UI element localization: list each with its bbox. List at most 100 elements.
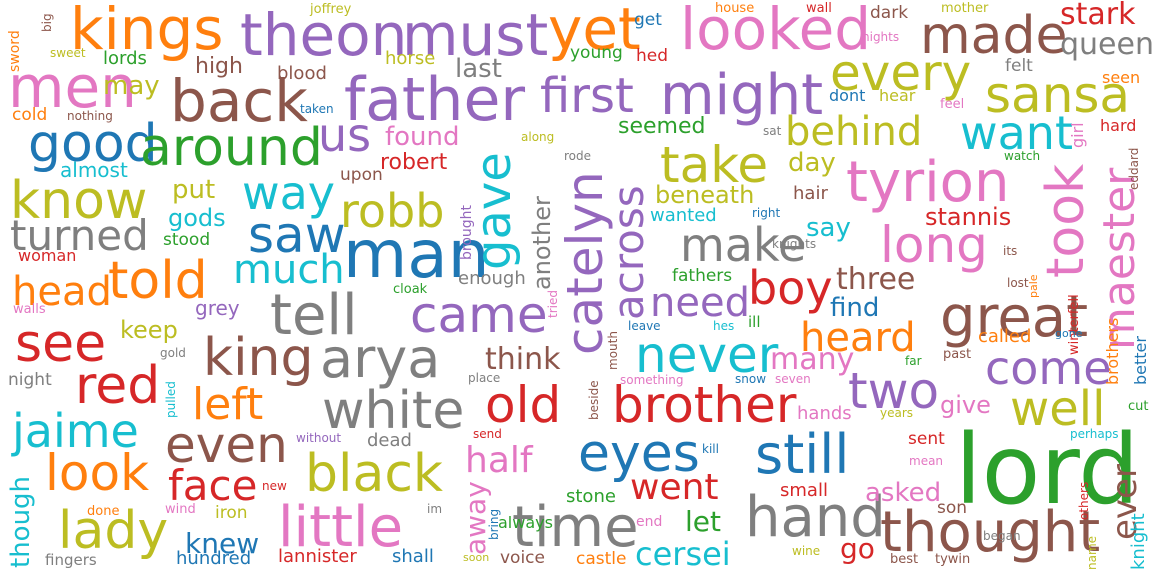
word: behind [785, 109, 923, 155]
word: upon [340, 165, 383, 185]
word: night [8, 370, 52, 390]
word: leave [628, 319, 661, 333]
word: day [788, 148, 836, 178]
word: wind [165, 502, 196, 517]
word: dead [367, 430, 412, 451]
word: hair [793, 183, 828, 204]
word: way [242, 166, 336, 220]
word: another [528, 196, 556, 290]
word: must [402, 1, 549, 69]
word: stood [163, 230, 211, 250]
word: castle [576, 549, 627, 569]
word: took [1036, 163, 1096, 278]
word: dark [870, 3, 909, 23]
word: gods [168, 204, 226, 232]
word: lord [955, 414, 1140, 526]
word: others [1077, 481, 1091, 520]
word: sat [763, 124, 782, 138]
word: tried [546, 290, 560, 318]
word: came [410, 286, 548, 344]
word: hed [636, 46, 669, 66]
word: girl [1068, 122, 1087, 148]
word: much [233, 247, 345, 293]
word: face [168, 461, 258, 510]
word: place [468, 371, 501, 385]
word: jaime [12, 404, 139, 458]
word: brothers [1103, 317, 1122, 385]
word: voice [500, 548, 545, 568]
word: find [830, 293, 880, 323]
word: blood [277, 63, 327, 84]
word: long [880, 216, 988, 274]
word: theon [240, 1, 408, 69]
word: head [12, 269, 112, 315]
word: lady [58, 501, 169, 561]
word: kings [70, 0, 224, 63]
word: hear [879, 86, 916, 105]
word: never [635, 326, 779, 384]
word: still [755, 423, 850, 486]
word: even [165, 416, 288, 474]
word: lost [1007, 276, 1029, 290]
word: tyrion [846, 150, 1010, 215]
word: many [770, 342, 855, 377]
word: made [920, 6, 1068, 66]
word: come [985, 341, 1112, 395]
word: us [318, 108, 372, 162]
word: soon [463, 551, 490, 564]
word: shall [392, 546, 434, 567]
word: feel [940, 97, 965, 112]
word: fathers [672, 266, 733, 286]
word: gold [160, 346, 186, 360]
word: saw [248, 206, 346, 264]
word: queen [1060, 27, 1154, 62]
word: every [830, 44, 972, 102]
word: see [15, 314, 107, 374]
word: bring [487, 508, 501, 540]
word: hundred [176, 548, 252, 569]
word: always [498, 513, 553, 532]
word: along [521, 130, 555, 144]
word: house [715, 1, 755, 16]
word: nothing [67, 109, 113, 123]
word: around [140, 118, 323, 178]
word: go [840, 532, 875, 565]
word: iron [215, 503, 248, 523]
word: across [604, 185, 653, 320]
word: half [465, 440, 533, 481]
word: kill [702, 442, 719, 456]
word: let [685, 505, 721, 538]
word: heard [800, 315, 916, 361]
word: end [636, 514, 663, 530]
word: fingers [45, 551, 97, 569]
word: dont [829, 86, 866, 105]
word: winterfell [1067, 294, 1082, 355]
word: almost [60, 158, 128, 182]
word: snow [735, 372, 767, 386]
word: cut [1128, 399, 1149, 414]
word: sent [908, 429, 945, 449]
word: watch [1004, 149, 1041, 163]
word: get [634, 10, 662, 30]
word: high [195, 54, 243, 79]
word: king [203, 328, 314, 388]
word: think [485, 342, 561, 377]
word: little [278, 495, 404, 560]
word: though [6, 475, 36, 568]
word: sweet [50, 46, 86, 60]
word: catelyn [556, 171, 614, 355]
word: small [780, 480, 828, 501]
word: last [455, 54, 502, 84]
word: stone [566, 486, 616, 507]
word: lords [103, 48, 147, 69]
word: black [305, 444, 444, 504]
word: far [905, 354, 922, 368]
word: need [650, 280, 750, 326]
word: robert [380, 150, 448, 175]
word: looked [680, 0, 872, 63]
word: keep [120, 316, 178, 344]
word: may [103, 71, 160, 101]
word: take [660, 136, 769, 194]
word: ill [748, 313, 761, 331]
word: lannister [278, 546, 357, 567]
